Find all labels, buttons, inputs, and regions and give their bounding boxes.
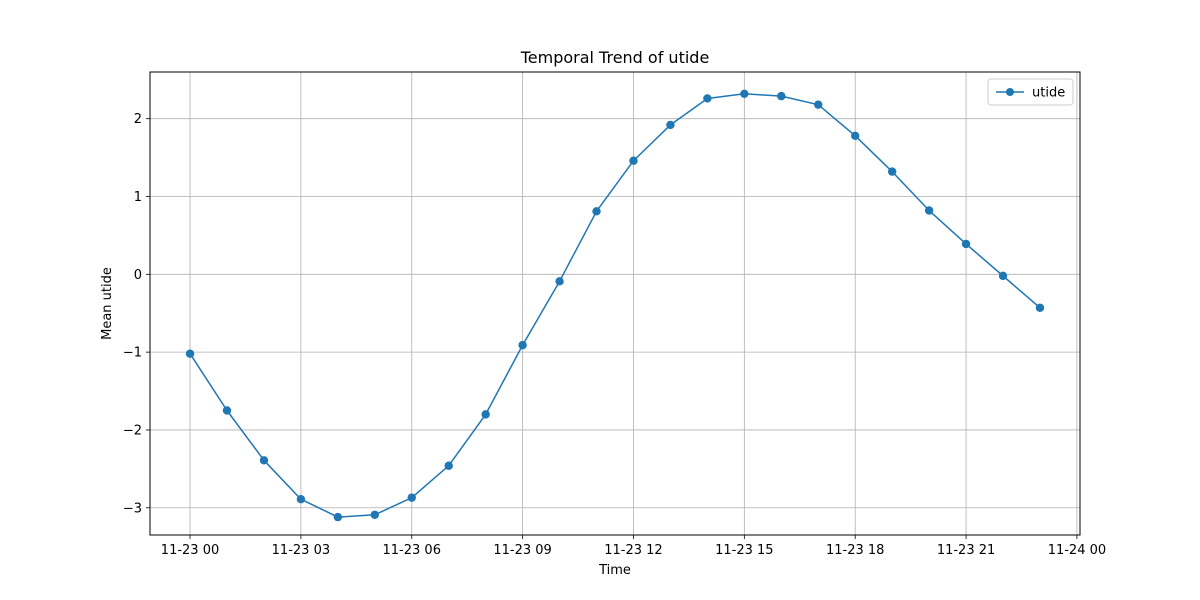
data-point bbox=[407, 493, 416, 502]
data-point bbox=[1035, 303, 1045, 312]
y-tick-label: −3 bbox=[123, 501, 142, 516]
data-point bbox=[924, 206, 934, 215]
data-point bbox=[259, 456, 269, 465]
data-point bbox=[222, 406, 232, 415]
data-point bbox=[887, 167, 897, 176]
x-tick-label: 11-24 00 bbox=[1048, 543, 1106, 558]
data-point bbox=[961, 239, 971, 249]
data-point bbox=[555, 277, 564, 286]
y-tick-label: −2 bbox=[123, 423, 142, 438]
series-line bbox=[189, 93, 1041, 518]
series-layer bbox=[185, 89, 1045, 522]
legend-box bbox=[987, 78, 1074, 106]
x-tick-label: 11-23 15 bbox=[715, 543, 773, 558]
data-point bbox=[481, 410, 490, 419]
x-tick-label: 11-23 18 bbox=[826, 543, 884, 558]
data-point bbox=[592, 207, 601, 216]
y-axis-title: Mean utide bbox=[100, 267, 115, 340]
data-point bbox=[998, 271, 1008, 281]
data-point bbox=[518, 340, 527, 350]
grid bbox=[150, 72, 1080, 535]
x-tick-label: 11-23 03 bbox=[272, 543, 330, 558]
data-point bbox=[296, 495, 306, 504]
ticks: 11-23 00 11-23 03 11-23 06 11-23 09 11-23 12… bbox=[123, 112, 1106, 558]
y-tick-label: 2 bbox=[134, 112, 142, 127]
data-point bbox=[777, 91, 786, 101]
data-point bbox=[850, 131, 860, 141]
data-point bbox=[629, 156, 638, 165]
y-tick-label: −1 bbox=[123, 346, 142, 361]
data-point bbox=[333, 512, 343, 522]
legend-marker-swatch bbox=[1006, 88, 1014, 96]
legend-label: utide bbox=[1032, 86, 1065, 101]
data-point bbox=[666, 120, 675, 130]
y-tick-label: 1 bbox=[134, 190, 142, 205]
legend: utide bbox=[987, 78, 1074, 106]
x-tick-label: 11-23 06 bbox=[383, 543, 441, 558]
data-point bbox=[444, 461, 453, 470]
x-axis-title: Time bbox=[598, 563, 631, 578]
plot-frame bbox=[149, 71, 1081, 536]
data-point bbox=[703, 94, 712, 103]
x-tick-label: 11-23 21 bbox=[937, 543, 995, 558]
data-point bbox=[814, 100, 823, 109]
x-tick-label: 11-23 09 bbox=[493, 543, 551, 558]
data-point bbox=[370, 510, 380, 519]
y-tick-label: 0 bbox=[134, 268, 142, 283]
data-point bbox=[185, 349, 195, 358]
x-tick-label: 11-23 12 bbox=[604, 543, 662, 558]
x-tick-label: 11-23 00 bbox=[161, 543, 219, 558]
data-point bbox=[740, 89, 749, 98]
chart-title: Temporal Trend of utide bbox=[520, 48, 710, 67]
